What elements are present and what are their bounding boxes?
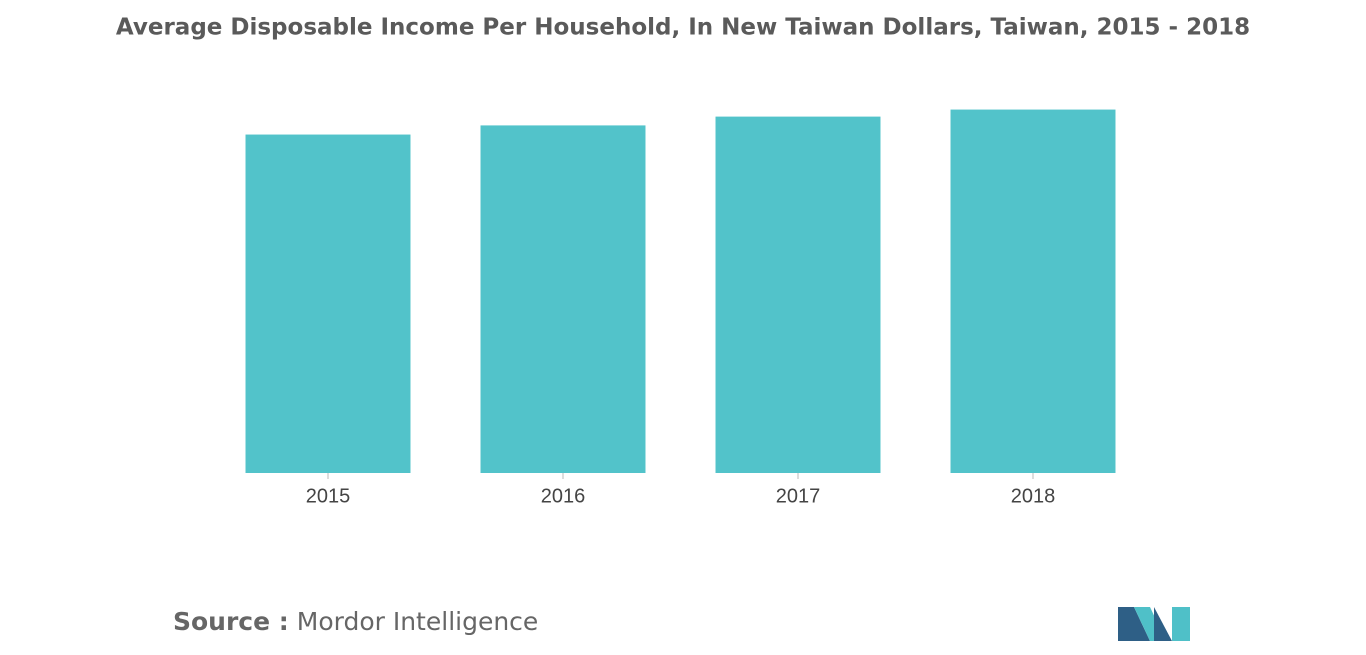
logo <box>1118 607 1190 641</box>
x-tick-label: 2015 <box>306 485 351 507</box>
source: Source : Mordor Intelligence <box>173 607 538 636</box>
bar <box>715 116 881 473</box>
x-tick-label: 2018 <box>1011 485 1056 507</box>
x-tick-label: 2017 <box>776 485 821 507</box>
bar <box>480 125 646 474</box>
plot-area: 2015 2016 2017 2018 <box>245 109 1116 507</box>
bar <box>245 134 411 473</box>
source-label: Source : <box>173 607 289 636</box>
x-tick-label: 2016 <box>541 485 586 507</box>
bar <box>950 109 1116 474</box>
source-name: Mordor Intelligence <box>297 607 539 636</box>
chart-title: Average Disposable Income Per Household,… <box>116 15 1250 41</box>
